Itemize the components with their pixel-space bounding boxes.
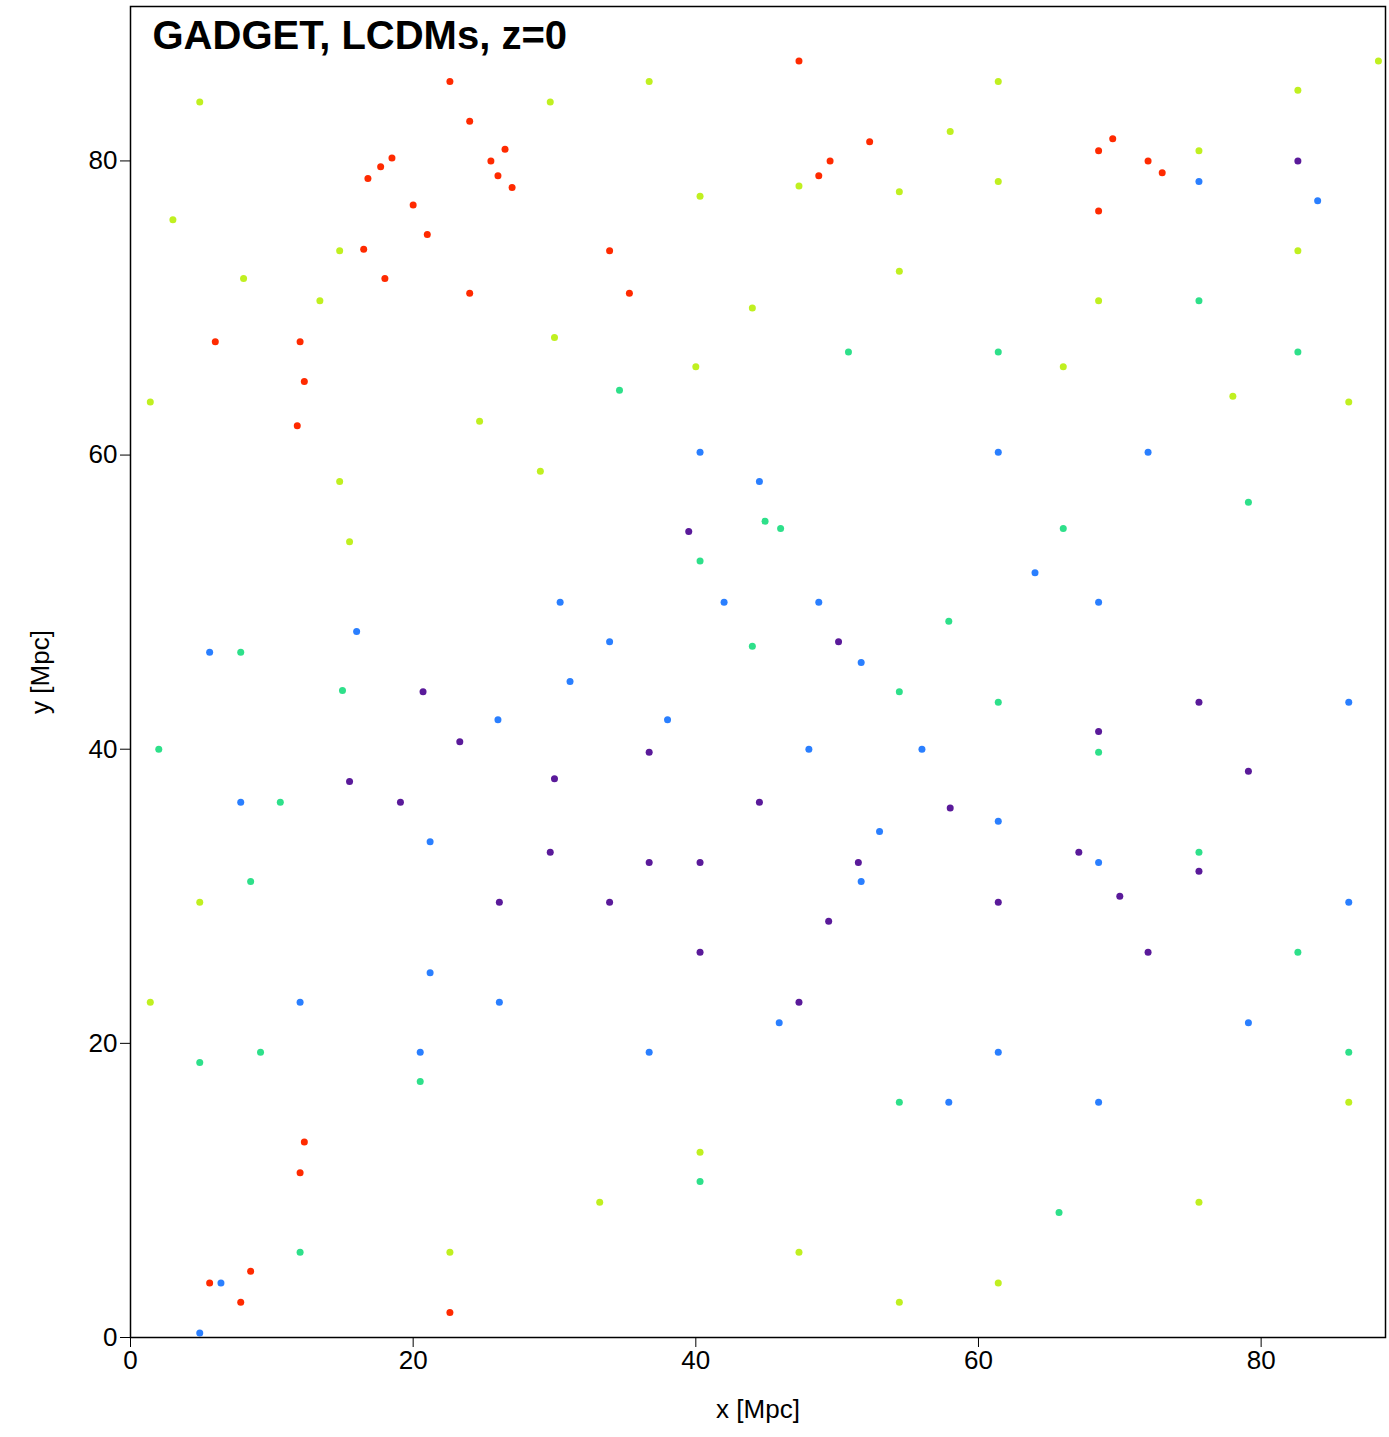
svg-text:40: 40 — [681, 1345, 710, 1375]
svg-text:x [Mpc]: x [Mpc] — [716, 1394, 800, 1424]
svg-text:20: 20 — [399, 1345, 428, 1375]
svg-text:20: 20 — [89, 1028, 118, 1058]
svg-text:40: 40 — [89, 734, 118, 764]
svg-text:0: 0 — [103, 1322, 117, 1352]
svg-text:60: 60 — [89, 439, 118, 469]
svg-text:GADGET, LCDMs, z=0: GADGET, LCDMs, z=0 — [153, 13, 568, 57]
svg-text:y [Mpc]: y [Mpc] — [25, 630, 55, 714]
svg-text:80: 80 — [89, 145, 118, 175]
svg-text:60: 60 — [964, 1345, 993, 1375]
svg-text:80: 80 — [1247, 1345, 1276, 1375]
svg-text:0: 0 — [123, 1345, 137, 1375]
